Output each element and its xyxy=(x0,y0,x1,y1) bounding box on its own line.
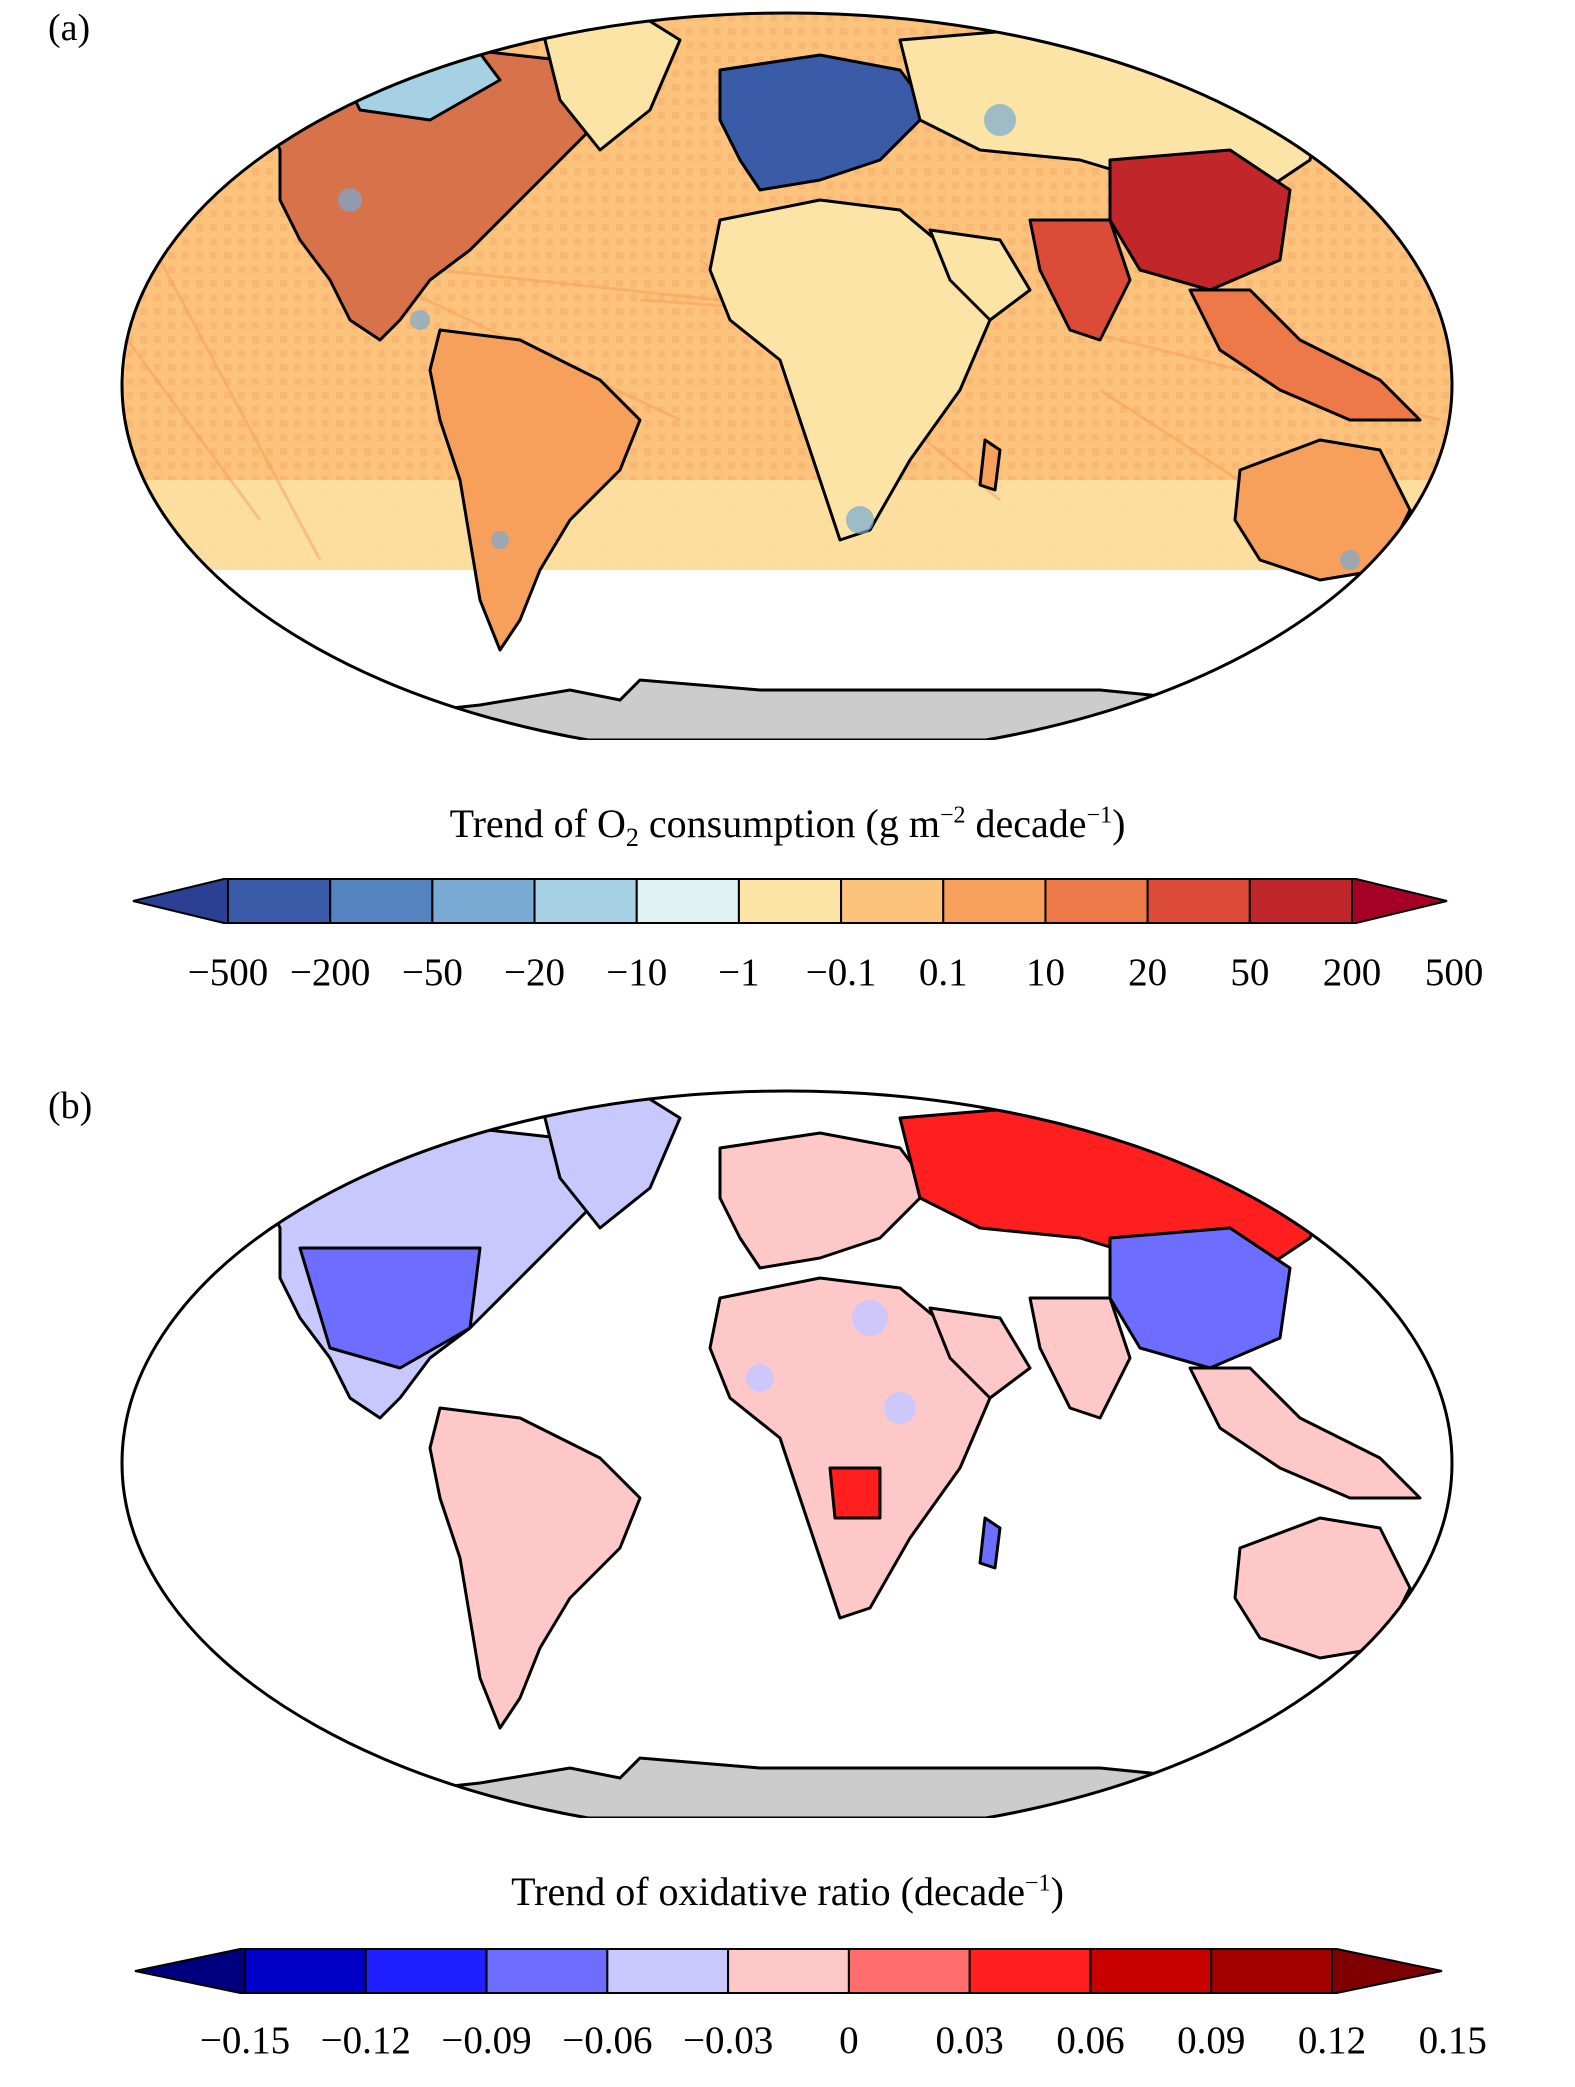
colorbar-extend-min xyxy=(134,1948,246,1994)
colorbar-segment xyxy=(227,878,332,924)
colorbar-tick-label: 0 xyxy=(839,2019,859,2062)
colorbar-b-ticks: −0.15 −0.12 −0.09 −0.06 −0.03 0 0.03 0.06 0.09 0.… xyxy=(0,2018,1575,2078)
europe-b xyxy=(718,1131,932,1270)
colorbar-segment xyxy=(968,1948,1092,1994)
colorbar-tick-label: 0.09 xyxy=(1177,2019,1246,2062)
india-b xyxy=(1028,1296,1132,1420)
colorbar-tick-label: −500 xyxy=(187,951,269,994)
colorbar-segment xyxy=(1146,878,1251,924)
usa-b xyxy=(298,1246,482,1370)
colorbar-segment xyxy=(942,878,1047,924)
colorbar-tick-label: −0.03 xyxy=(682,2019,774,2062)
arabia xyxy=(928,228,1032,322)
panel-b-label: (b) xyxy=(48,1085,93,1127)
colorbar-tick-label: −200 xyxy=(289,951,371,994)
colorbar-tick-label: 0.03 xyxy=(935,2019,1004,2062)
colorbar-tick-label: 0.06 xyxy=(1056,2019,1125,2062)
colorbar-segment xyxy=(840,878,945,924)
africa xyxy=(708,198,992,542)
colorbar-tick-label: 0.12 xyxy=(1297,2019,1367,2062)
colorbar-tick-label: 50 xyxy=(1230,951,1270,994)
south-america-b xyxy=(428,1406,642,1730)
china xyxy=(1108,148,1292,292)
europe xyxy=(718,53,932,192)
colorbar-segment xyxy=(1210,1948,1333,1994)
colorbar-segment xyxy=(485,1948,609,1994)
australia xyxy=(1233,438,1412,582)
colorbar-a xyxy=(132,878,1448,924)
angola-b xyxy=(828,1466,882,1520)
colorbar-extend-min xyxy=(132,878,229,924)
colorbar-segment xyxy=(1089,1948,1213,1994)
madagascar-b xyxy=(978,1516,1002,1570)
colorbar-a-ticks: −500 −200 −50 −20 −10 −1 −0.1 0.1 10 20 50 200 500 xyxy=(0,950,1575,1010)
colorbar-segment xyxy=(606,1948,730,1994)
panel-a-label: (a) xyxy=(48,7,91,49)
colorbar-segment xyxy=(847,1948,971,1994)
colorbar-extend-max xyxy=(1331,1948,1443,1994)
colorbar-tick-label: −0.15 xyxy=(199,2019,291,2062)
colorbar-b-title: Trend of oxidative ratio (decade−1) xyxy=(511,1869,1064,1914)
colorbar-tick-label: 0.1 xyxy=(918,951,968,994)
australia-b xyxy=(1233,1516,1412,1660)
colorbar-tick-label: −0.09 xyxy=(441,2019,532,2062)
madagascar xyxy=(978,438,1002,492)
colorbar-tick-label: 200 xyxy=(1322,951,1382,994)
colorbar-segment xyxy=(329,878,434,924)
colorbar-tick-label: 20 xyxy=(1128,951,1168,994)
colorbar-segment xyxy=(737,878,843,924)
china-b xyxy=(1108,1226,1292,1370)
colorbar-tick-label: −1 xyxy=(718,951,760,994)
map-panel-b xyxy=(120,1089,1454,1818)
colorbar-segment xyxy=(431,878,536,924)
africa-b xyxy=(708,1276,992,1620)
map-panel-a xyxy=(120,11,1454,740)
colorbar-a-title: Trend of O2 consumption (g m−2 decade−1) xyxy=(449,801,1126,852)
colorbar-tick-label: 500 xyxy=(1424,951,1484,994)
colorbar-segment xyxy=(1248,878,1354,924)
colorbar-tick-label: −20 xyxy=(504,951,566,994)
southeast-asia xyxy=(1188,288,1422,422)
colorbar-tick-label: 10 xyxy=(1025,951,1065,994)
colorbar-tick-label: −0.06 xyxy=(562,2019,653,2062)
colorbar-segment xyxy=(364,1948,488,1994)
colorbar-tick-label: −0.12 xyxy=(320,2019,411,2062)
north-america xyxy=(248,48,602,342)
colorbar-b xyxy=(134,1948,1443,1994)
colorbar-tick-label: −50 xyxy=(401,951,463,994)
colorbar-segment xyxy=(533,878,638,924)
colorbar-tick-label: 0.15 xyxy=(1418,2019,1487,2062)
colorbar-segment xyxy=(635,878,740,924)
colorbar-segment xyxy=(244,1948,367,1994)
southeast-asia-b xyxy=(1188,1366,1422,1500)
arabia-b xyxy=(928,1306,1032,1400)
colorbar-tick-label: −10 xyxy=(606,951,668,994)
colorbar-segment xyxy=(727,1948,850,1994)
colorbar-tick-label: −0.1 xyxy=(805,951,877,994)
colorbar-segment xyxy=(1044,878,1149,924)
india xyxy=(1028,218,1132,342)
south-america xyxy=(428,328,642,652)
colorbar-extend-max xyxy=(1351,878,1448,924)
